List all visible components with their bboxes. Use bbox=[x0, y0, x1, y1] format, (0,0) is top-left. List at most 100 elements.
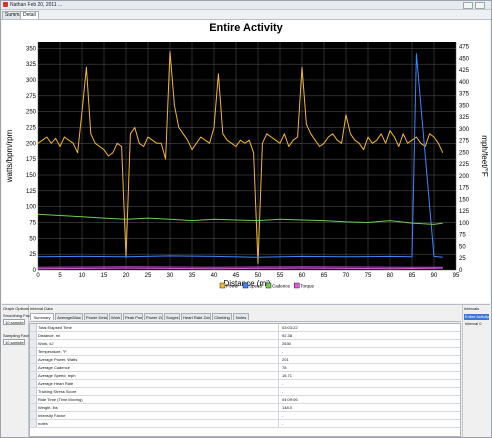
data-tab-4[interactable]: Peak Power bbox=[123, 313, 143, 320]
data-tab-8[interactable]: Climbing bbox=[212, 313, 232, 320]
x-tick-label: 65 bbox=[321, 273, 328, 279]
row-gutter bbox=[30, 332, 37, 339]
data-tab-9[interactable]: Notes bbox=[233, 313, 249, 320]
data-tab-3[interactable]: Work bbox=[109, 313, 122, 320]
plot-area bbox=[38, 42, 456, 270]
y-tick-label: 25 bbox=[29, 252, 36, 258]
row-gutter bbox=[30, 372, 37, 379]
minimize-button[interactable] bbox=[463, 2, 473, 9]
y-tick-label: 300 bbox=[26, 78, 37, 84]
legend-label: Cadence bbox=[272, 284, 291, 289]
table-row[interactable]: Average Speed, mph 16.71 bbox=[30, 372, 460, 380]
graph-options-panel: Graph Options Smoothing Factor: 10 sampl… bbox=[2, 305, 36, 437]
table-row[interactable]: Training Stress Score - bbox=[30, 388, 460, 396]
interval-data-header: Interval Data bbox=[30, 306, 53, 311]
tab-detail[interactable]: Detail bbox=[20, 11, 39, 19]
row-gutter bbox=[30, 340, 37, 347]
table-row[interactable]: Temperature, °F - bbox=[30, 348, 460, 356]
row-key: Intensity Factor bbox=[38, 412, 279, 419]
row-key: Ride Time (Time Moving) bbox=[38, 396, 279, 403]
row-value: 04:09:06 bbox=[282, 397, 298, 402]
y2-tick-label: 225 bbox=[459, 162, 470, 168]
row-key: Work, kJ bbox=[38, 340, 279, 347]
app-icon bbox=[3, 2, 8, 7]
window-title: Nathan Feb 20, 2011 ... bbox=[10, 2, 63, 8]
table-row[interactable]: Average Heart Rate - bbox=[30, 380, 460, 388]
lower-panel: Graph Options Smoothing Factor: 10 sampl… bbox=[2, 304, 490, 437]
y2-tick-label: 450 bbox=[459, 56, 470, 62]
close-button[interactable] bbox=[475, 2, 485, 9]
legend-swatch bbox=[265, 282, 272, 289]
sampling-label: Sampling Factor: bbox=[3, 333, 34, 338]
y2-tick-label: 475 bbox=[459, 45, 470, 51]
smoothing-select[interactable]: 10 samples bbox=[3, 319, 25, 325]
table-row[interactable]: Average Cadence 78 bbox=[30, 364, 460, 372]
row-gutter bbox=[30, 412, 37, 419]
data-tab-1[interactable]: Average/Max bbox=[55, 313, 83, 320]
x-tick-label: 30 bbox=[167, 273, 174, 279]
row-gutter bbox=[30, 380, 37, 387]
row-gutter bbox=[30, 388, 37, 395]
activity-chart: 0 5 10 15 20 25 30 35 40 45 50 55 60 65 70 75 80 85 90 9502… bbox=[5, 42, 489, 289]
y2-tick-label: 250 bbox=[459, 150, 470, 156]
y-tick-label: 275 bbox=[26, 94, 37, 100]
row-key: Average Speed, mph bbox=[38, 372, 279, 379]
row-value: 92.38 bbox=[282, 333, 293, 338]
row-value: - bbox=[282, 421, 284, 426]
table-row[interactable]: Work, kJ 2630 bbox=[30, 340, 460, 348]
table-row[interactable]: Total Elapsed Time 03:03:22 bbox=[30, 324, 460, 332]
series-line-3 bbox=[37, 267, 443, 270]
y2-tick-label: 400 bbox=[459, 80, 470, 86]
x-tick-label: 10 bbox=[79, 273, 86, 279]
table-row[interactable]: Average Power, Watts 201 bbox=[30, 356, 460, 364]
x-tick-label: 95 bbox=[453, 273, 460, 279]
data-tab-0[interactable]: Summary bbox=[30, 313, 54, 320]
y2-tick-label: 175 bbox=[459, 186, 470, 192]
table-row[interactable]: notes - bbox=[30, 420, 460, 428]
row-key: Average Power, Watts bbox=[38, 356, 279, 363]
legend-label: Power bbox=[226, 284, 239, 289]
view-tabs: Summary Detail bbox=[1, 10, 491, 20]
y-tick-label: 150 bbox=[26, 173, 37, 179]
intervals-header: Intervals bbox=[464, 306, 480, 311]
data-tab-2[interactable]: Power Detail bbox=[84, 313, 108, 320]
x-tick-label: 85 bbox=[409, 273, 416, 279]
data-tab-6[interactable]: Surges bbox=[164, 313, 180, 320]
row-value: 03:03:22 bbox=[282, 325, 298, 330]
chart-panel: Entire Activity 0 5 10 15 20 25 30 35 40 45 50 55 60… bbox=[2, 20, 490, 303]
data-tabs: Summary Average/Max Power Detail Work Peak P… bbox=[29, 313, 461, 322]
table-row[interactable]: Intensity Factor - bbox=[30, 412, 460, 420]
table-row[interactable]: Weight, lbs 148.0 bbox=[30, 404, 460, 412]
y-tick-label: 325 bbox=[26, 62, 37, 68]
interval-item-0[interactable]: Interval 0 bbox=[465, 321, 482, 326]
sampling-select[interactable]: 10 samples bbox=[3, 339, 25, 345]
row-value: - bbox=[282, 349, 284, 354]
y-tick-label: 350 bbox=[26, 46, 37, 52]
row-gutter bbox=[30, 396, 37, 403]
interval-item-entire-activity[interactable]: Entire Activity bbox=[464, 314, 489, 320]
y-tick-label: 250 bbox=[26, 110, 37, 116]
y-tick-label: 225 bbox=[26, 126, 37, 132]
row-gutter bbox=[30, 420, 37, 427]
table-row[interactable]: Distance, mi 92.38 bbox=[30, 332, 460, 340]
x-tick-label: 55 bbox=[277, 273, 284, 279]
row-value: 2630 bbox=[282, 341, 291, 346]
x-tick-label: 25 bbox=[145, 273, 152, 279]
y2-tick-label: 0 bbox=[459, 268, 463, 274]
row-gutter bbox=[30, 356, 37, 363]
y2-tick-label: 325 bbox=[459, 115, 470, 121]
y2-tick-label: 375 bbox=[459, 92, 470, 98]
y2-tick-label: 200 bbox=[459, 174, 470, 180]
data-tab-7[interactable]: Heart Rate Zone bbox=[181, 313, 211, 320]
legend-label: Speed bbox=[249, 284, 263, 289]
row-key: Average Heart Rate bbox=[38, 380, 279, 387]
y-tick-label: 50 bbox=[29, 236, 36, 242]
row-gutter bbox=[30, 324, 37, 331]
table-row[interactable]: Ride Time (Time Moving) 04:09:06 bbox=[30, 396, 460, 404]
series-line-0 bbox=[37, 51, 444, 265]
data-tab-5[interactable]: Power Zone bbox=[144, 313, 163, 320]
series-line-1 bbox=[37, 53, 443, 258]
row-value: - bbox=[282, 413, 284, 418]
chart-title: Entire Activity bbox=[209, 22, 283, 34]
